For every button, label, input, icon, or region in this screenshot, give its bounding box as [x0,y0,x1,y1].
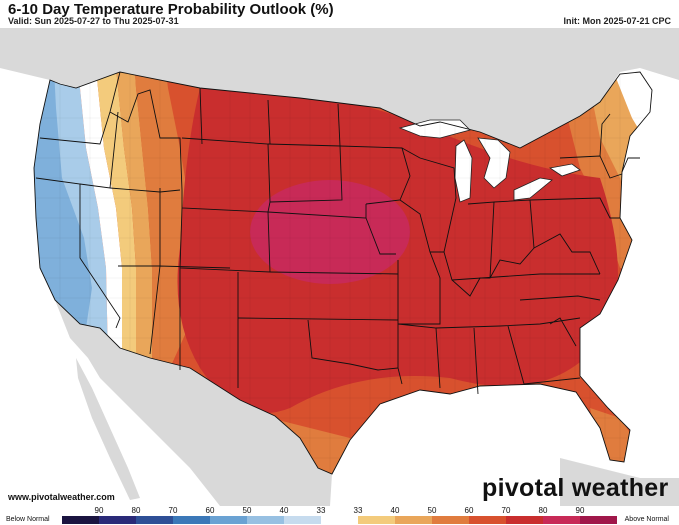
valid-period: Valid: Sun 2025-07-27 to Thu 2025-07-31 [8,16,179,26]
legend-above-label: Above Normal [624,516,669,523]
legend-tick-below: 60 [205,506,215,515]
legend-tick-above: 40 [390,506,400,515]
legend-swatch-8 [321,516,358,524]
legend-tick-below: 40 [279,506,289,515]
legend-swatch-13 [506,516,543,524]
state-boundaries [33,71,653,475]
legend-color-bar [62,516,617,524]
legend-swatch-3 [136,516,173,524]
legend-swatch-7 [284,516,321,524]
legend-tick-above: 60 [464,506,474,515]
legend-swatch-11 [432,516,469,524]
probability-legend: 90 80 70 60 50 40 33 33 40 50 60 70 80 90 Below Norma… [0,506,679,525]
legend-swatch-9 [358,516,395,524]
legend-swatch-5 [210,516,247,524]
outlook-map [0,28,679,506]
legend-swatch-2 [99,516,136,524]
legend-tick-above: 90 [575,506,585,515]
legend-tick-above: 33 [353,506,363,515]
county-boundaries [34,72,652,474]
legend-swatch-15 [580,516,617,524]
legend-tick-below: 90 [94,506,104,515]
legend-tick-above: 80 [538,506,548,515]
pivotal-weather-logo: pivotal weather [482,474,669,502]
legend-tick-above: 70 [501,506,511,515]
map-title: 6-10 Day Temperature Probability Outlook… [8,1,334,18]
legend-tick-below: 70 [168,506,178,515]
outlook-map-canvas [0,28,679,506]
legend-swatch-10 [395,516,432,524]
legend-tick-below: 50 [242,506,252,515]
legend-swatch-12 [469,516,506,524]
init-time: Init: Mon 2025-07-21 CPC [563,16,671,26]
legend-ticks: 90 80 70 60 50 40 33 33 40 50 60 70 80 90 [62,506,617,515]
legend-swatch-6 [247,516,284,524]
legend-below-label: Below Normal [6,516,50,523]
legend-swatch-1 [62,516,99,524]
legend-swatch-14 [543,516,580,524]
legend-tick-below: 33 [316,506,326,515]
website-url: www.pivotalweather.com [8,492,115,502]
legend-tick-above: 50 [427,506,437,515]
legend-swatch-4 [173,516,210,524]
legend-tick-below: 80 [131,506,141,515]
